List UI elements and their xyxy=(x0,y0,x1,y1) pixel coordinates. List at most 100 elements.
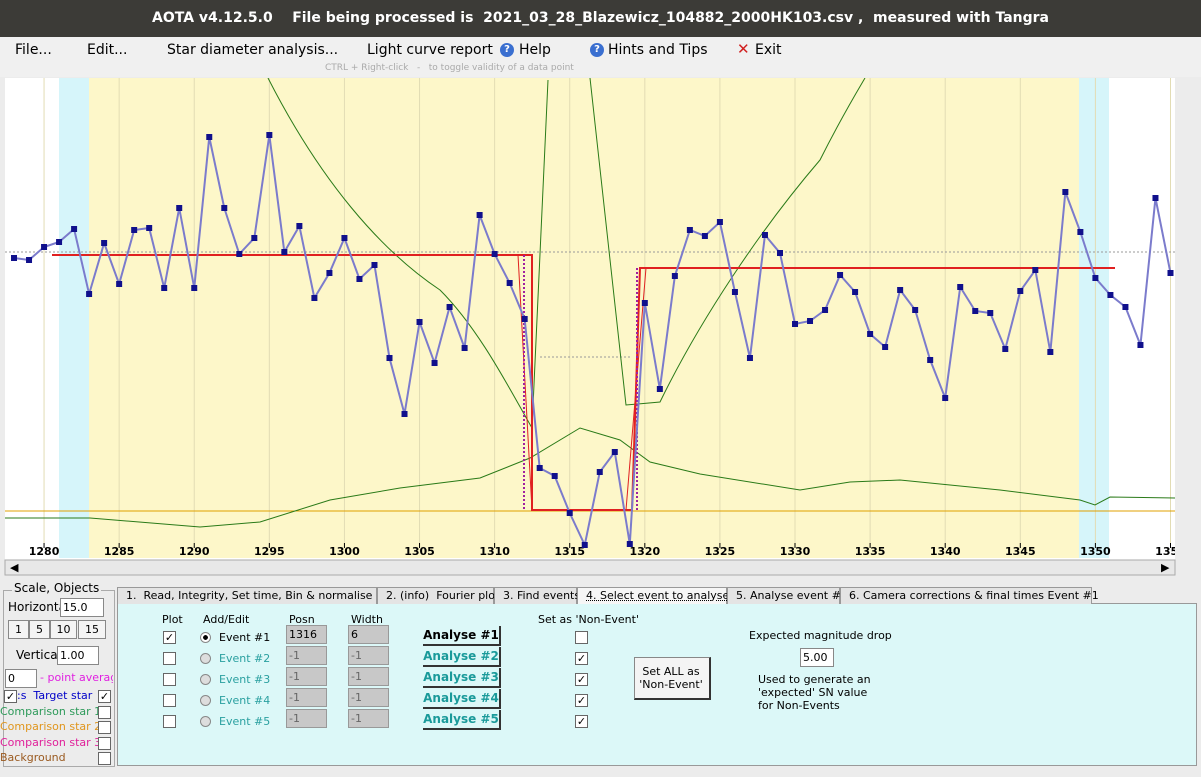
data-point xyxy=(521,316,528,322)
vertical-spinner[interactable]: 1.00 xyxy=(57,646,99,665)
object-show-checkbox[interactable]: ✓ xyxy=(98,690,111,703)
tab[interactable]: 6. Camera corrections & final times Even… xyxy=(840,587,1099,604)
data-point xyxy=(927,357,934,363)
data-point xyxy=(206,134,213,140)
event-radio[interactable] xyxy=(200,653,211,664)
analyse-button[interactable]: Analyse #3 xyxy=(423,668,501,688)
object-show-checkbox[interactable] xyxy=(98,721,111,734)
x-tick-label: 1330 xyxy=(780,545,811,558)
data-point xyxy=(1017,288,1024,294)
plot-checkbox[interactable] xyxy=(163,694,176,707)
object-show-checkbox[interactable] xyxy=(98,736,111,750)
event-label[interactable]: Event #1 xyxy=(219,631,271,644)
width-box[interactable]: 6 xyxy=(348,625,389,644)
menu-item[interactable]: Star diameter analysis... xyxy=(167,42,339,58)
menu-item[interactable]: Edit... xyxy=(87,42,128,58)
data-point xyxy=(251,235,258,241)
x-tick-label: 1285 xyxy=(104,545,135,558)
h-scrollbar[interactable] xyxy=(4,559,1176,576)
data-point xyxy=(266,132,273,138)
data-point xyxy=(401,411,408,417)
scroll-right[interactable]: ▶ xyxy=(1161,561,1170,574)
non-event-checkbox[interactable]: ✓ xyxy=(575,694,588,707)
analyse-button[interactable]: Analyse #1 xyxy=(423,626,501,646)
menu-item[interactable]: File... xyxy=(15,42,52,58)
scroll-left[interactable]: ◀ xyxy=(10,561,19,574)
data-point xyxy=(731,289,738,295)
event-radio[interactable] xyxy=(200,674,211,685)
tab[interactable]: 4. Select event to analyse xyxy=(577,587,729,604)
data-point xyxy=(897,287,904,293)
posn-box[interactable]: -1 xyxy=(286,688,327,707)
tab[interactable]: 2. (info) Fourier plot xyxy=(377,587,499,604)
width-box[interactable]: -1 xyxy=(348,688,389,707)
fit-metric-curve xyxy=(267,78,549,430)
data-point xyxy=(281,249,288,255)
scale-button[interactable]: 15 xyxy=(78,620,106,639)
help-icon: ? xyxy=(500,43,514,57)
set-all-button[interactable] xyxy=(634,657,711,700)
menu-item[interactable]: Help xyxy=(519,42,551,58)
vertical-label: Vertical xyxy=(16,648,61,662)
event-label[interactable]: Event #2 xyxy=(219,652,271,665)
menu-item[interactable]: Exit xyxy=(755,42,782,58)
plot-checkbox[interactable] xyxy=(163,673,176,686)
event-radio[interactable] xyxy=(200,632,211,643)
non-event-checkbox[interactable]: ✓ xyxy=(575,652,588,665)
object-plot-checkbox[interactable]: ✓ xyxy=(4,690,17,703)
average-label: - point average xyxy=(40,671,113,684)
width-box[interactable]: -1 xyxy=(348,667,389,686)
scale-button[interactable]: 5 xyxy=(29,620,50,639)
posn-box[interactable]: -1 xyxy=(286,709,327,728)
event-radio[interactable] xyxy=(200,716,211,727)
analyse-button[interactable]: Analyse #2 xyxy=(423,647,501,667)
set-all-text: 'Non-Event' xyxy=(639,678,703,691)
event-label[interactable]: Event #5 xyxy=(219,715,271,728)
posn-box[interactable]: 1316 xyxy=(286,625,327,644)
data-point xyxy=(296,223,303,229)
fit-metric-curve xyxy=(589,78,866,406)
menu-item[interactable]: Light curve report xyxy=(367,42,493,58)
magnitude-note: Used to generate an xyxy=(758,673,871,686)
x-tick-label: 1335 xyxy=(855,545,886,558)
analyse-button[interactable]: Analyse #5 xyxy=(423,710,501,730)
analyse-button[interactable]: Analyse #4 xyxy=(423,689,501,709)
object-show-checkbox[interactable] xyxy=(98,752,111,765)
event-label[interactable]: Event #3 xyxy=(219,673,271,686)
horizontal-spinner[interactable]: 15.0 xyxy=(60,598,104,617)
plot-checkbox[interactable] xyxy=(163,715,176,728)
data-point xyxy=(596,469,603,475)
menu-item[interactable]: Hints and Tips xyxy=(608,42,708,58)
x-tick-label: 1310 xyxy=(479,545,510,558)
plot-checkbox[interactable] xyxy=(163,652,176,665)
tab[interactable]: 3. Find events xyxy=(494,587,580,604)
light-curve-plot[interactable]: 1280 1285 1290 1295 1300 1305 1310 1315 1320 1325… xyxy=(0,62,1201,577)
scale-button[interactable]: 1 xyxy=(8,620,29,639)
title-bar: AOTA v4.12.5.0 File being processed is 2… xyxy=(0,0,1201,37)
posn-box[interactable]: -1 xyxy=(286,646,327,665)
data-point xyxy=(761,232,768,238)
magnitude-spinner[interactable]: 5.00 xyxy=(800,648,834,667)
data-point xyxy=(86,291,93,297)
average-spinner[interactable]: 0 xyxy=(5,669,37,688)
non-event-checkbox[interactable] xyxy=(575,631,588,644)
data-point xyxy=(837,272,844,278)
width-box[interactable]: -1 xyxy=(348,646,389,665)
posn-box[interactable]: -1 xyxy=(286,667,327,686)
baseline-band xyxy=(1079,78,1109,558)
scale-button[interactable]: 10 xyxy=(50,620,77,639)
plot-checkbox[interactable]: ✓ xyxy=(163,631,176,644)
data-point xyxy=(71,226,78,232)
width-box[interactable]: -1 xyxy=(348,709,389,728)
x-tick-label: 1295 xyxy=(254,545,285,558)
event-radio[interactable] xyxy=(200,695,211,706)
tab[interactable]: 5. Analyse event #1 xyxy=(727,587,848,604)
non-event-checkbox[interactable]: ✓ xyxy=(575,673,588,686)
non-event-checkbox[interactable]: ✓ xyxy=(575,715,588,728)
data-point xyxy=(161,285,168,291)
object-show-checkbox[interactable] xyxy=(98,705,111,719)
data-point xyxy=(236,251,243,257)
data-point xyxy=(101,240,108,246)
tab[interactable]: 1. Read, Integrity, Set time, Bin & norm… xyxy=(117,587,377,604)
event-label[interactable]: Event #4 xyxy=(219,694,271,707)
